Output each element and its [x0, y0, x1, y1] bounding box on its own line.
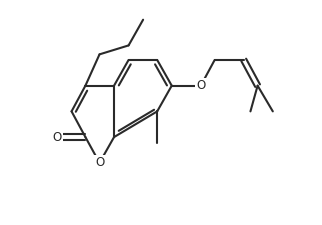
Text: O: O: [95, 156, 104, 169]
Text: O: O: [196, 79, 205, 92]
Text: O: O: [52, 130, 62, 144]
